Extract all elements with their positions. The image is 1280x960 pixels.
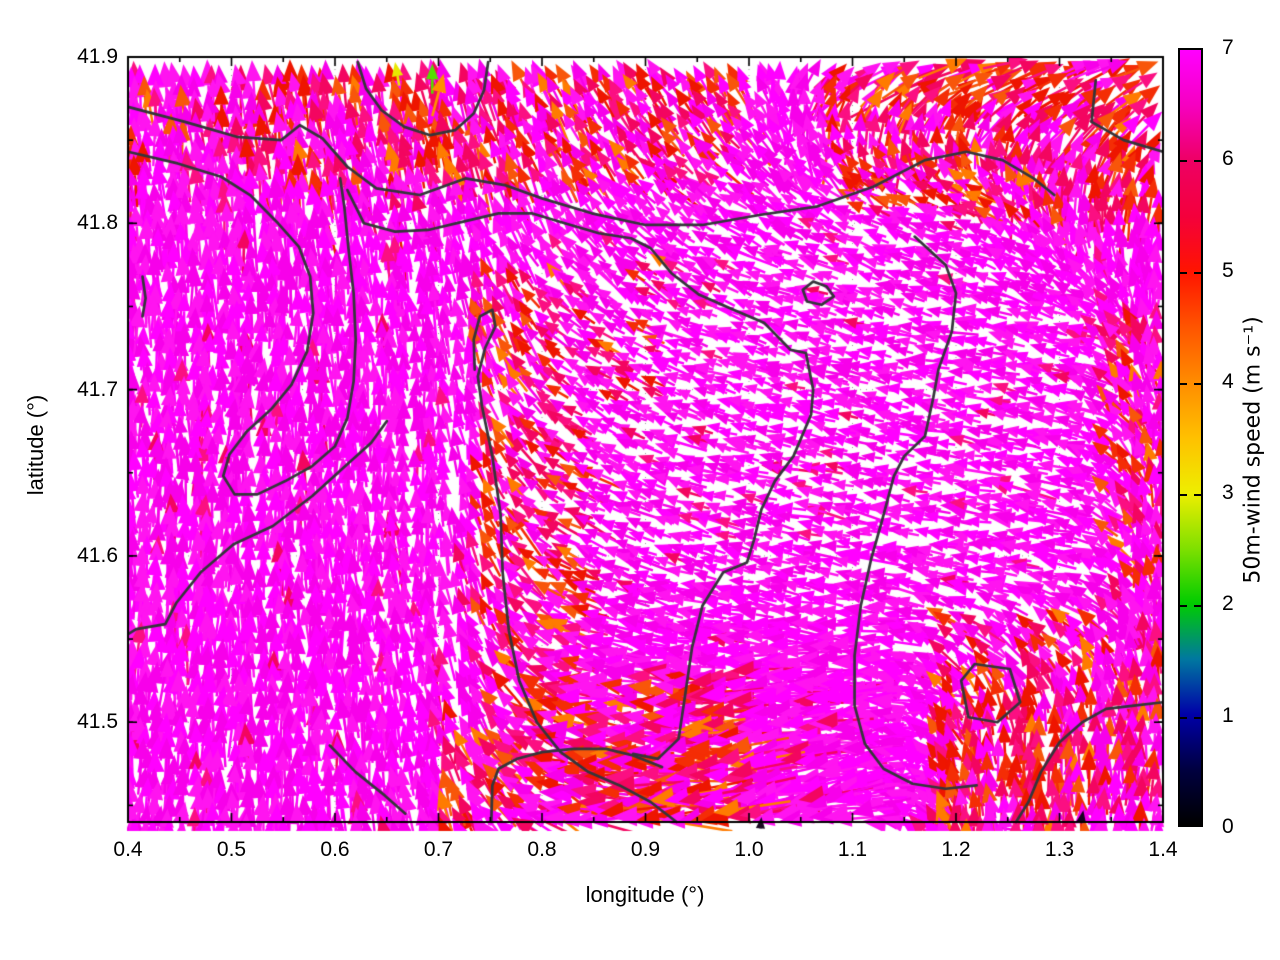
colorbar-tick (1180, 271, 1187, 274)
colorbar-tick (1194, 271, 1201, 274)
x-tick-label: 0.7 (423, 838, 454, 861)
x-tick-label: 0.6 (320, 838, 350, 861)
colorbar-tick (1194, 716, 1201, 719)
y-tick-label: 41.5 (77, 710, 118, 734)
colorbar-tick-label: 5 (1222, 258, 1234, 282)
x-tick-label: 1.1 (837, 838, 868, 861)
colorbar-gradient (1180, 50, 1201, 825)
y-tick-label: 41.7 (77, 377, 118, 401)
x-tick-label: 1.2 (941, 838, 971, 861)
colorbar-tick (1180, 605, 1187, 608)
y-tick-label: 41.6 (77, 543, 118, 567)
colorbar (1178, 48, 1203, 827)
x-tick-label: 1.3 (1044, 838, 1075, 861)
y-tick-label: 41.8 (77, 211, 118, 235)
x-tick-label: 0.5 (216, 838, 247, 861)
x-axis-label: longitude (°) (585, 882, 705, 907)
x-tick-label: 0.8 (527, 838, 557, 861)
colorbar-tick (1194, 494, 1201, 497)
colorbar-tick (1194, 160, 1201, 163)
colorbar-tick-label: 0 (1222, 815, 1234, 838)
x-tick-label: 0.4 (113, 838, 143, 861)
y-tick-label: 41.9 (77, 45, 118, 68)
colorbar-tick-label: 6 (1222, 147, 1234, 171)
colorbar-tick-label: 1 (1222, 703, 1234, 727)
colorbar-tick (1194, 382, 1201, 385)
y-axis-label: latitude (°) (23, 394, 48, 496)
colorbar-tick (1194, 605, 1201, 608)
colorbar-tick (1180, 494, 1187, 497)
colorbar-tick-label: 3 (1222, 481, 1234, 505)
x-tick-label: 1.4 (1148, 838, 1178, 861)
colorbar-tick (1180, 382, 1187, 385)
x-tick-label: 0.9 (630, 838, 661, 861)
colorbar-tick (1180, 716, 1187, 719)
x-tick-label: 1.0 (734, 838, 764, 861)
colorbar-label: 50m-wind speed (m s⁻¹) (1240, 316, 1266, 584)
colorbar-tick (1180, 160, 1187, 163)
colorbar-tick-label: 7 (1222, 36, 1234, 59)
colorbar-tick-label: 2 (1222, 592, 1234, 616)
colorbar-tick-label: 4 (1222, 369, 1234, 393)
